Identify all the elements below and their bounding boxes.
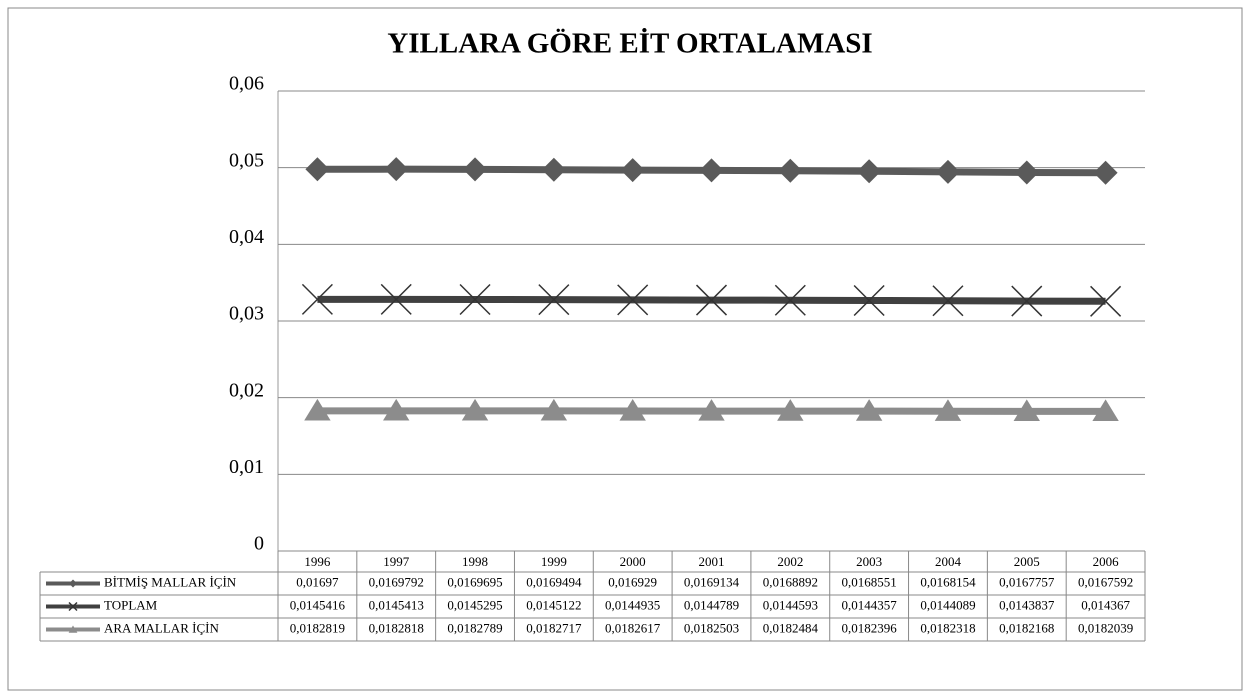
marker [1013, 399, 1040, 421]
marker [620, 158, 645, 183]
marker [301, 283, 333, 315]
table-value: 0,0182818 [369, 620, 424, 635]
table-value: 0,0182318 [920, 620, 975, 635]
table-value: 0,0143837 [999, 597, 1055, 612]
marker [617, 284, 649, 316]
x-tick-label: 2005 [1014, 554, 1040, 569]
table-value: 0,0182039 [1078, 620, 1133, 635]
marker [935, 159, 960, 184]
x-tick-label: 2003 [856, 554, 882, 569]
marker [68, 625, 78, 633]
chart-title: YILLARA GÖRE EİT ORTALAMASI [387, 27, 872, 60]
x-tick-label: 2001 [699, 554, 725, 569]
marker [541, 157, 566, 182]
x-tick-label: 2006 [1093, 554, 1120, 569]
marker [461, 398, 489, 421]
table-value: 0,0169792 [369, 574, 424, 589]
x-tick-label: 1996 [304, 554, 331, 569]
y-tick-label: 0,02 [229, 379, 264, 401]
table-value: 0,014367 [1081, 597, 1130, 612]
legend-label: TOPLAM [104, 597, 158, 612]
marker [698, 399, 725, 421]
table-value: 0,0145413 [369, 597, 424, 612]
marker [69, 579, 77, 588]
marker [384, 157, 409, 182]
marker [857, 159, 882, 184]
table-value: 0,0144089 [920, 597, 975, 612]
table-value: 0,0182484 [763, 620, 819, 635]
table-value: 0,0169494 [526, 574, 582, 589]
marker [778, 158, 803, 183]
table-value: 0,0182617 [605, 620, 661, 635]
y-tick-label: 0,05 [229, 149, 264, 171]
y-tick-label: 0,06 [229, 73, 264, 95]
table-value: 0,0145122 [526, 597, 581, 612]
table-value: 0,0167592 [1078, 574, 1133, 589]
table-value: 0,0182168 [999, 620, 1054, 635]
table-value: 0,016929 [608, 574, 657, 589]
marker [695, 284, 728, 316]
table-value: 0,0182789 [447, 620, 502, 635]
marker [305, 157, 330, 182]
marker [538, 284, 570, 316]
table-value: 0,0144357 [842, 597, 898, 612]
marker [855, 399, 883, 421]
marker [699, 158, 724, 183]
y-tick-label: 0,04 [229, 226, 264, 248]
marker [463, 157, 488, 182]
marker [380, 283, 412, 315]
marker [1090, 285, 1122, 317]
x-tick-label: 2004 [935, 554, 962, 569]
marker [777, 399, 804, 421]
x-tick-label: 2000 [620, 554, 646, 569]
marker [68, 601, 78, 612]
marker [774, 284, 806, 316]
x-tick-label: 1997 [383, 554, 410, 569]
marker [459, 283, 491, 315]
table-value: 0,0169134 [684, 574, 740, 589]
marker [1011, 285, 1043, 317]
marker [619, 398, 646, 421]
table-value: 0,0182819 [290, 620, 345, 635]
marker [934, 399, 962, 421]
marker [1093, 160, 1118, 185]
table-value: 0,0168892 [763, 574, 818, 589]
x-tick-label: 1998 [462, 554, 488, 569]
table-value: 0,0182503 [684, 620, 739, 635]
marker [383, 398, 410, 421]
marker [1014, 160, 1039, 185]
table-value: 0,0145416 [290, 597, 346, 612]
x-tick-label: 1999 [541, 554, 567, 569]
y-tick-label: 0,01 [229, 456, 264, 478]
table-value: 0,0168154 [920, 574, 976, 589]
table-value: 0,0168551 [842, 574, 897, 589]
table-value: 0,0182717 [526, 620, 582, 635]
table-value: 0,0145295 [447, 597, 502, 612]
table-value: 0,0144593 [763, 597, 818, 612]
y-tick-label: 0,03 [229, 303, 264, 325]
legend-label: ARA MALLAR İÇİN [104, 620, 219, 635]
table-value: 0,0144935 [605, 597, 660, 612]
marker [540, 398, 568, 421]
x-tick-label: 2002 [777, 554, 803, 569]
table-value: 0,01697 [296, 574, 339, 589]
table-value: 0,0169695 [447, 574, 502, 589]
marker [853, 284, 885, 317]
y-tick-label: 0 [254, 533, 264, 555]
legend-label: BİTMİŞ MALLAR İÇİN [104, 574, 237, 589]
marker [932, 285, 964, 317]
marker [304, 398, 331, 421]
table-value: 0,0167757 [999, 574, 1055, 589]
table-value: 0,0182396 [842, 620, 898, 635]
table-value: 0,0144789 [684, 597, 739, 612]
chart-border [7, 7, 1243, 691]
marker [1092, 399, 1119, 422]
